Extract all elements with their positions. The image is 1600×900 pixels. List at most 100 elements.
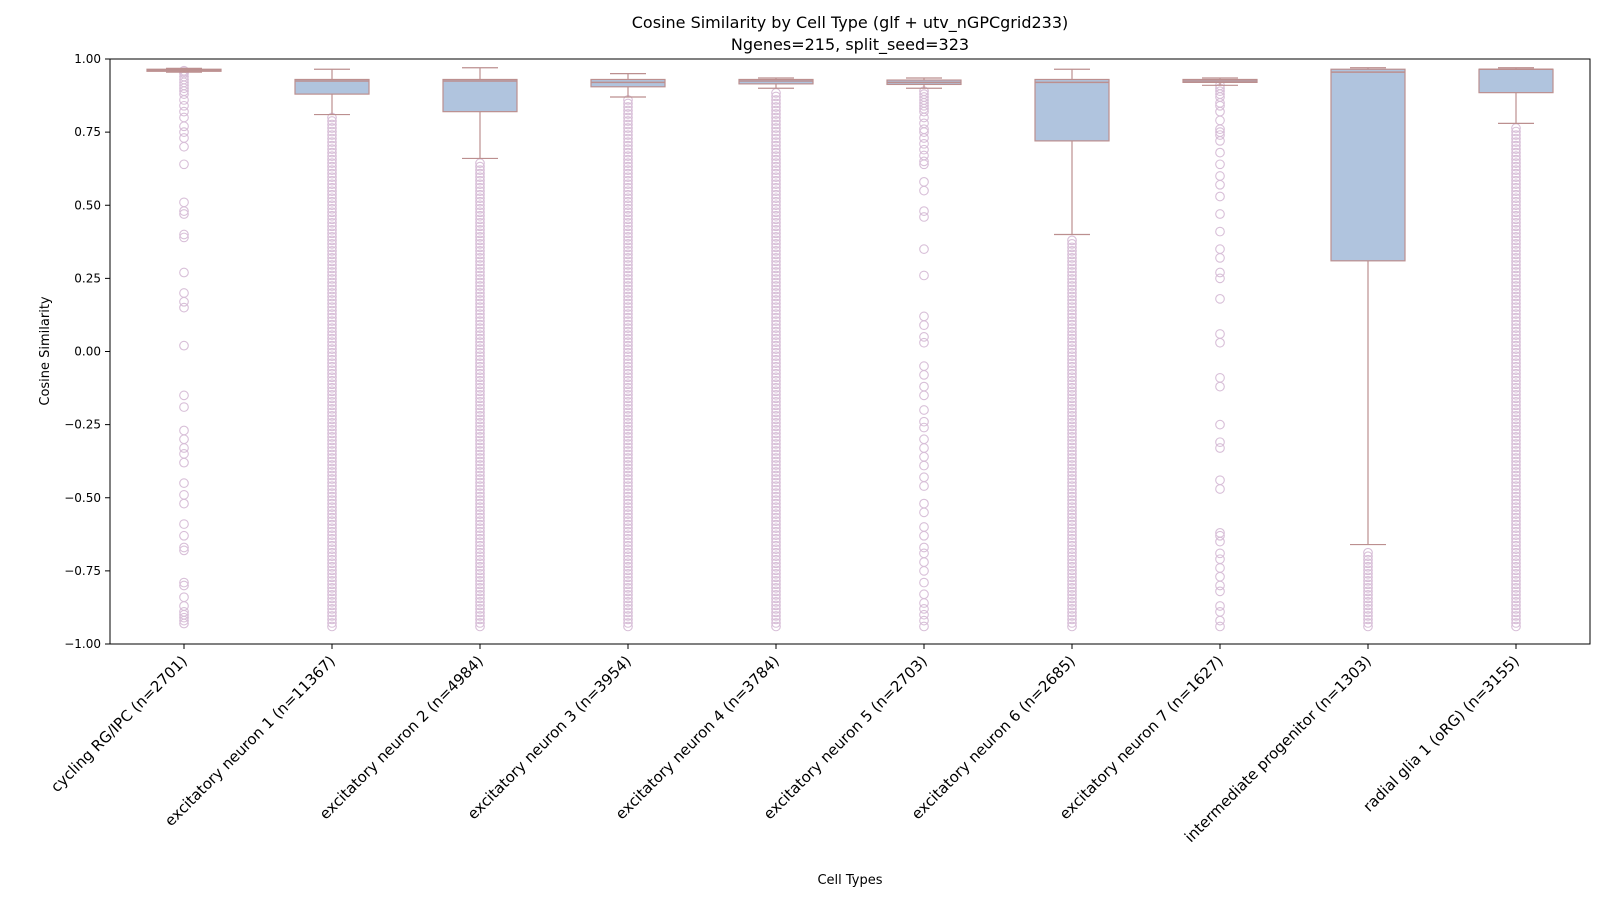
outlier-point [327,221,337,232]
outlier-point [1511,495,1521,505]
outlier-point [623,400,633,411]
box-group [886,77,962,632]
outlier-point [771,403,781,414]
outlier-point [1511,189,1521,200]
outlier-point [623,418,633,428]
outlier-point [1215,171,1225,181]
outlier-point [623,116,633,126]
outlier-point [1067,284,1077,295]
outlier-point [771,217,781,228]
outlier-point [327,347,337,358]
outlier-point [327,484,337,495]
outlier-point [179,267,189,278]
outlier-point [1067,421,1077,432]
outlier-point [1511,505,1521,516]
outlier-point [327,193,337,204]
outlier-point [475,572,485,583]
outlier-point [1511,463,1521,474]
outlier-point [919,337,929,348]
outlier-point [623,432,633,442]
outlier-point [1511,554,1521,565]
outlier-point [623,221,633,232]
outlier-point [179,478,189,488]
outlier-point [475,432,485,442]
outlier-point [623,235,633,246]
outlier-point [1511,253,1521,263]
outlier-point [327,158,337,168]
outlier-point [475,547,485,558]
outlier-point [623,519,633,530]
outlier-point [475,354,485,365]
outlier-point [475,561,485,572]
outlier-point [623,502,633,512]
outlier-point [475,203,485,214]
outlier-point [179,141,189,152]
outlier-point [1511,600,1521,611]
outlier-point [1511,330,1521,340]
outlier-point [1511,393,1521,404]
outlier-point [1215,86,1225,97]
outlier-point [1511,144,1521,154]
outlier-point [1363,586,1373,597]
outlier-point [179,206,189,216]
outlier-point [771,540,781,551]
outlier-point [919,159,929,170]
outlier-point [771,460,781,470]
outlier-point [919,405,929,415]
outlier-point [327,123,337,133]
outlier-point [623,319,633,330]
outlier-point [919,212,929,222]
outlier-point [475,319,485,330]
outlier-point [1067,246,1077,256]
outlier-point [1511,586,1521,597]
outlier-point [179,288,189,298]
outlier-point [327,428,337,439]
outlier-point [1215,337,1225,348]
outlier-point [623,586,633,597]
outlier-point [1511,432,1521,442]
outlier-point [475,421,485,432]
outlier-point [1511,302,1521,312]
outlier-point [1067,474,1077,484]
outlier-point [1067,446,1077,456]
outlier-point [623,214,633,225]
outlier-point [771,326,781,337]
outlier-point [1511,519,1521,530]
outlier-point [327,323,337,333]
outlier-point [475,270,485,281]
outlier-point [623,597,633,607]
outlier-point [475,495,485,505]
outlier-point [1067,575,1077,586]
outlier-point [623,302,633,312]
outlier-point [623,119,633,130]
outlier-point [771,228,781,239]
outlier-point [475,396,485,407]
outlier-point [623,316,633,326]
outlier-point [327,488,337,498]
outlier-point [771,526,781,537]
outlier-point [327,295,337,305]
outlier-point [1511,470,1521,481]
outlier-point [623,326,633,337]
outlier-point [475,498,485,509]
outlier-point [623,614,633,625]
outlier-point [475,224,485,235]
outlier-point [1511,158,1521,168]
outlier-point [327,260,337,270]
outlier-point [1215,159,1225,170]
outlier-point [1215,294,1225,304]
outlier-point [475,593,485,604]
outlier-point [771,119,781,130]
outlier-point [1067,379,1077,390]
outlier-point [1511,509,1521,519]
outlier-point [327,554,337,565]
outlier-point [1511,168,1521,179]
outlier-point [1511,147,1521,158]
outlier-point [623,446,633,456]
box-group [1182,77,1258,632]
outlier-point [623,133,633,144]
outlier-point [1067,298,1077,309]
outlier-point [179,83,189,94]
outlier-point [475,295,485,305]
outlier-point [1067,449,1077,460]
